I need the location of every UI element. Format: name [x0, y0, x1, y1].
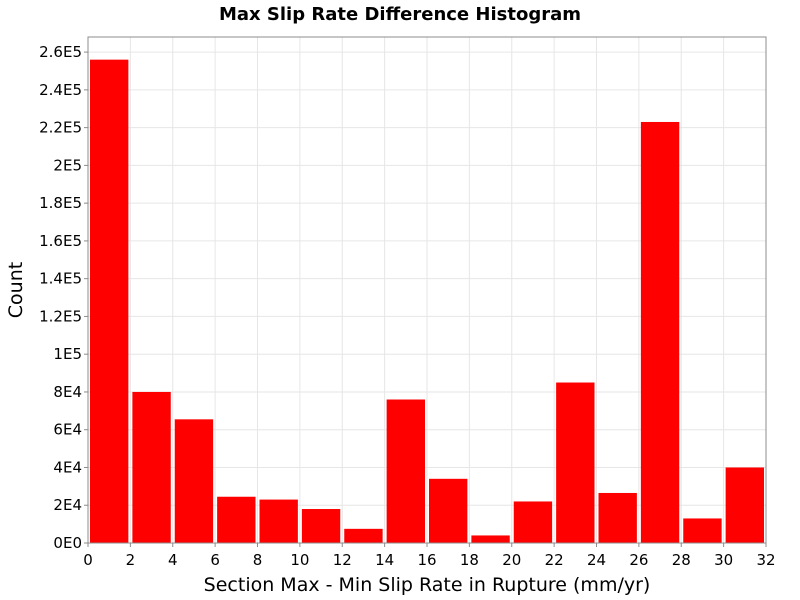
x-tick-label: 20 — [502, 551, 521, 569]
x-tick-label: 6 — [210, 551, 220, 569]
x-tick-label: 4 — [168, 551, 178, 569]
y-tick-label: 1.4E5 — [39, 270, 82, 288]
histogram-bar — [598, 492, 637, 543]
y-axis-label: Count — [5, 262, 27, 318]
y-axis-ticks: 0E0 2E4 4E4 6E4 8E4 1E5 1.2E5 1.4E5 1.6E5 1.8E5 2E… — [39, 43, 88, 552]
histogram-bar — [640, 121, 680, 544]
x-tick-label: 32 — [756, 551, 775, 569]
grid-lines — [87, 37, 767, 544]
chart-title: Max Slip Rate Difference Histogram — [219, 4, 581, 25]
histogram-bar — [217, 496, 256, 543]
x-tick-label: 18 — [460, 551, 479, 569]
x-tick-label: 2 — [126, 551, 136, 569]
y-tick-label: 2.2E5 — [39, 119, 82, 137]
histogram-bar — [471, 535, 510, 543]
y-tick-label: 8E4 — [53, 383, 82, 401]
histogram-bar — [174, 419, 214, 543]
histogram-bar — [386, 399, 425, 543]
y-tick-label: 4E4 — [53, 458, 82, 476]
histogram-bar — [725, 467, 764, 543]
histogram-bar — [513, 501, 553, 543]
histogram-bar — [90, 59, 129, 544]
x-tick-label: 0 — [83, 551, 93, 569]
y-tick-label: 6E4 — [53, 421, 82, 439]
y-tick-label: 1E5 — [53, 345, 82, 363]
y-tick-label: 2.6E5 — [39, 43, 82, 61]
x-tick-label: 12 — [333, 551, 352, 569]
y-tick-label: 1.2E5 — [39, 307, 82, 325]
histogram-bar — [556, 382, 595, 543]
x-tick-label: 14 — [375, 551, 394, 569]
x-tick-label: 26 — [629, 551, 648, 569]
y-tick-label: 2E5 — [53, 156, 82, 174]
x-tick-label: 16 — [417, 551, 436, 569]
y-tick-label: 1.8E5 — [39, 194, 82, 212]
y-tick-label: 0E0 — [53, 534, 82, 552]
y-tick-label: 1.6E5 — [39, 232, 82, 250]
bars — [90, 59, 764, 544]
x-tick-label: 24 — [587, 551, 606, 569]
histogram-bar — [259, 499, 298, 543]
x-tick-label: 8 — [253, 551, 263, 569]
histogram-bar — [344, 528, 383, 543]
histogram-bar — [683, 518, 722, 543]
x-tick-label: 28 — [672, 551, 691, 569]
histogram-bar — [132, 391, 171, 543]
histogram-bar — [301, 509, 341, 543]
x-tick-label: 30 — [714, 551, 733, 569]
x-axis-label: Section Max - Min Slip Rate in Rupture (… — [204, 574, 651, 596]
y-tick-label: 2.4E5 — [39, 81, 82, 99]
histogram-bar — [429, 478, 468, 543]
y-tick-label: 2E4 — [53, 496, 82, 514]
x-tick-label: 10 — [290, 551, 309, 569]
x-tick-label: 22 — [545, 551, 564, 569]
x-axis-ticks: 0 2 4 6 8 10 12 14 16 18 20 22 24 26 28 30 32 — [83, 543, 776, 569]
